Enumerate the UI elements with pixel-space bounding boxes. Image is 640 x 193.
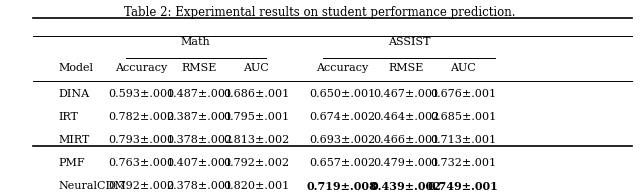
Text: ASSIST: ASSIST [388,37,431,47]
Text: 0.686±.001: 0.686±.001 [223,89,289,99]
Text: DINA: DINA [59,89,90,99]
Text: 0.793±.001: 0.793±.001 [109,135,175,145]
Text: 0.813±.002: 0.813±.002 [223,135,289,145]
Text: RMSE: RMSE [181,63,216,73]
Text: 0.439±.002: 0.439±.002 [371,180,442,191]
Text: 0.657±.002: 0.657±.002 [309,158,376,168]
Text: MIRT: MIRT [59,135,90,145]
Text: 0.792±.002: 0.792±.002 [109,181,175,191]
Text: 0.732±.001: 0.732±.001 [430,158,497,168]
Text: RMSE: RMSE [388,63,424,73]
Text: Table 2: Experimental results on student performance prediction.: Table 2: Experimental results on student… [124,6,516,19]
Text: 0.693±.002: 0.693±.002 [309,135,376,145]
Text: 0.467±.001: 0.467±.001 [373,89,439,99]
Text: 0.378±.001: 0.378±.001 [166,181,232,191]
Text: 0.792±.002: 0.792±.002 [223,158,289,168]
Text: AUC: AUC [243,63,269,73]
Text: 0.820±.001: 0.820±.001 [223,181,289,191]
Text: 0.650±.001: 0.650±.001 [309,89,376,99]
Text: 0.593±.001: 0.593±.001 [108,89,175,99]
Text: Math: Math [181,37,211,47]
Text: 0.685±.001: 0.685±.001 [430,112,497,122]
Text: 0.466±.001: 0.466±.001 [373,135,439,145]
Text: Model: Model [59,63,93,73]
Text: IRT: IRT [59,112,79,122]
Text: 0.674±.002: 0.674±.002 [309,112,376,122]
Text: PMF: PMF [59,158,85,168]
Text: 0.487±.001: 0.487±.001 [166,89,232,99]
Text: AUC: AUC [451,63,476,73]
Text: 0.719±.008: 0.719±.008 [307,180,378,191]
Text: 0.795±.001: 0.795±.001 [223,112,289,122]
Text: 0.763±.001: 0.763±.001 [109,158,175,168]
Text: Accuracy: Accuracy [115,63,168,73]
Text: 0.782±.002: 0.782±.002 [109,112,175,122]
Text: 0.407±.001: 0.407±.001 [166,158,232,168]
Text: Accuracy: Accuracy [316,63,369,73]
Text: 0.676±.001: 0.676±.001 [430,89,497,99]
Text: 0.387±.001: 0.387±.001 [166,112,232,122]
Text: 0.378±.002: 0.378±.002 [166,135,232,145]
Text: 0.464±.002: 0.464±.002 [373,112,439,122]
Text: 0.479±.001: 0.479±.001 [373,158,439,168]
Text: 0.749±.001: 0.749±.001 [428,180,499,191]
Text: NeuralCDM: NeuralCDM [59,181,127,191]
Text: 0.713±.001: 0.713±.001 [430,135,497,145]
